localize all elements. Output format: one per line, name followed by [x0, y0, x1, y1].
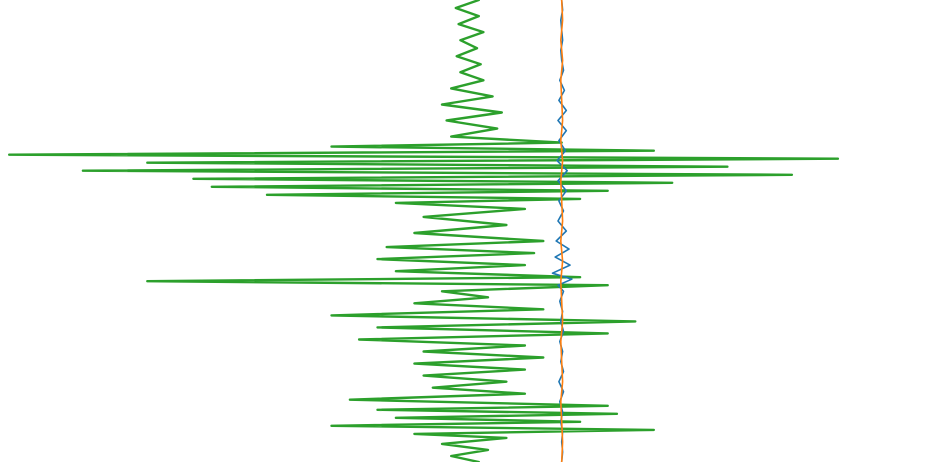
- series-layer: [7, 0, 840, 462]
- series-line-3: [559, 0, 564, 462]
- series-line-2: [551, 0, 573, 462]
- series-line-1: [7, 0, 840, 462]
